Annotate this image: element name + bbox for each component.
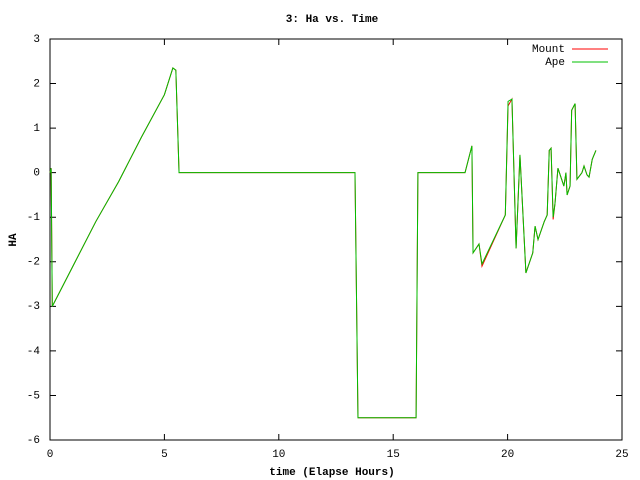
y-tick-label: 0: [33, 168, 40, 180]
y-tick-label: 1: [33, 123, 40, 135]
x-tick-label: 10: [272, 449, 285, 461]
legend-label: Ape: [545, 57, 565, 69]
y-tick-label: -2: [27, 257, 40, 269]
y-tick-label: -3: [27, 301, 40, 313]
series-line: [49, 67, 597, 419]
series-line: [49, 67, 597, 419]
y-tick-label: 3: [33, 34, 40, 46]
plot-border: [49, 38, 623, 441]
x-tick-label: 5: [161, 449, 168, 461]
y-tick-label: -6: [27, 435, 40, 447]
x-tick-label: 20: [501, 449, 514, 461]
chart-title: 3: Ha vs. Time: [286, 14, 379, 26]
legend-label: Mount: [532, 44, 565, 56]
x-tick-label: 15: [387, 449, 400, 461]
x-tick-label: 0: [47, 449, 54, 461]
y-tick-label: -4: [27, 346, 41, 358]
x-axis-label: time (Elapse Hours): [269, 467, 394, 479]
y-tick-label: -1: [27, 212, 41, 224]
y-tick-label: -5: [27, 390, 40, 402]
y-tick-label: 2: [33, 78, 40, 90]
y-axis-label: HA: [8, 233, 20, 247]
x-tick-label: 25: [615, 449, 628, 461]
